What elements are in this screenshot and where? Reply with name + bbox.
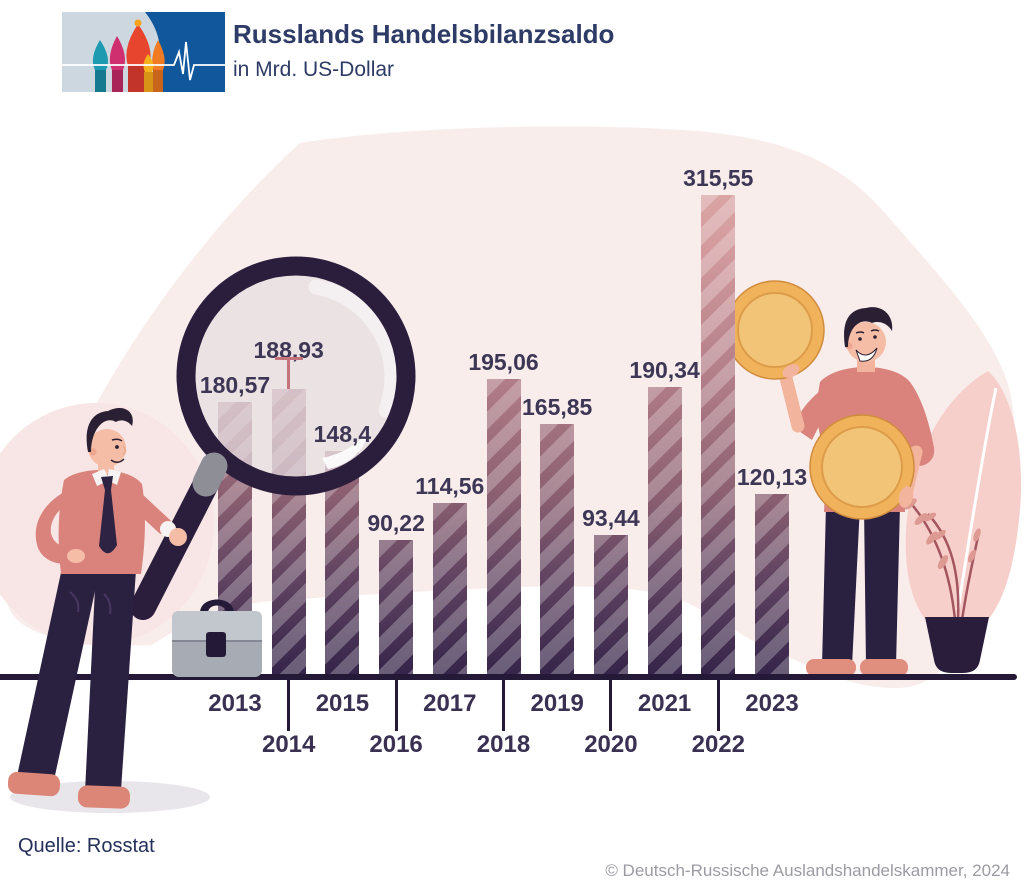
value-label-2013: 180,57: [199, 371, 271, 398]
axis-tick-2020: [609, 679, 613, 731]
briefcase: [172, 599, 262, 677]
axis-tick-2018: [502, 679, 505, 731]
year-label-2021: 2021: [637, 690, 692, 717]
axis-tick-2014: [287, 679, 291, 731]
value-label-2015: 148,4: [313, 420, 372, 447]
year-label-2014: 2014: [261, 731, 316, 758]
year-label-2023: 2023: [745, 690, 799, 717]
axis-tick-2016: [394, 679, 398, 731]
year-label-2018: 2018: [476, 731, 531, 758]
value-label-2018: 195,06: [468, 349, 539, 376]
person-holding-coins: [725, 280, 935, 676]
potted-plant: [903, 498, 989, 673]
bar-2016: [379, 539, 414, 678]
plant-pot: [925, 617, 989, 673]
value-label-2021: 190,34: [629, 356, 700, 383]
ecg-pulse-icon: [62, 41, 225, 81]
page-subtitle: in Mrd. US-Dollar: [233, 57, 395, 81]
value-label-2016: 90,22: [367, 509, 425, 536]
year-label-2017: 2017: [423, 690, 477, 717]
man-hair: [86, 407, 133, 452]
year-label-2019: 2019: [530, 690, 584, 717]
copyright-note: © Deutsch-Russische Auslandshandelskamme…: [605, 861, 1010, 880]
bar-2023: [755, 494, 789, 678]
annotation-pin: [287, 357, 291, 389]
coin-lower: [809, 414, 915, 520]
value-label-2020: 93,44: [582, 504, 640, 531]
coin-upper: [725, 280, 825, 380]
header: Russlands Handelsbilanzsaldo in Mrd. US-…: [233, 19, 753, 82]
value-label-2023: 120,13: [736, 464, 808, 491]
bar-2017: [432, 502, 467, 678]
year-label-2015: 2015: [315, 690, 370, 717]
st-basils-cathedral-icon: [92, 19, 165, 92]
person-hair: [844, 307, 893, 347]
year-label-2016: 2016: [369, 731, 423, 758]
bar-2019: [540, 424, 575, 678]
bar-2018: [486, 379, 521, 678]
bar-2021: [647, 386, 682, 678]
magnifier-collar: [192, 452, 228, 497]
value-label-2019: 165,85: [522, 394, 593, 421]
bar-2022: [701, 194, 736, 678]
x-axis-line: [0, 674, 1017, 680]
year-label-2013: 2013: [208, 690, 262, 717]
bar-2020: [593, 534, 628, 678]
value-label-2017: 114,56: [415, 472, 485, 499]
magnifier-lens: [194, 274, 398, 478]
lens-sparkle: [322, 430, 370, 469]
axis-tick-2022: [716, 679, 720, 731]
year-label-2020: 2020: [584, 731, 638, 758]
magnifier-ring: [176, 256, 416, 496]
value-label-2022: 315,55: [683, 164, 754, 191]
annotation-pin-cap: [274, 356, 303, 360]
source-note: Quelle: Rosstat: [18, 835, 155, 857]
feather-leaf: [905, 371, 1022, 637]
man-tie: [99, 476, 117, 554]
page-title: Russlands Handelsbilanzsaldo: [233, 19, 615, 49]
logo: [62, 12, 225, 92]
year-label-2022: 2022: [691, 731, 745, 758]
